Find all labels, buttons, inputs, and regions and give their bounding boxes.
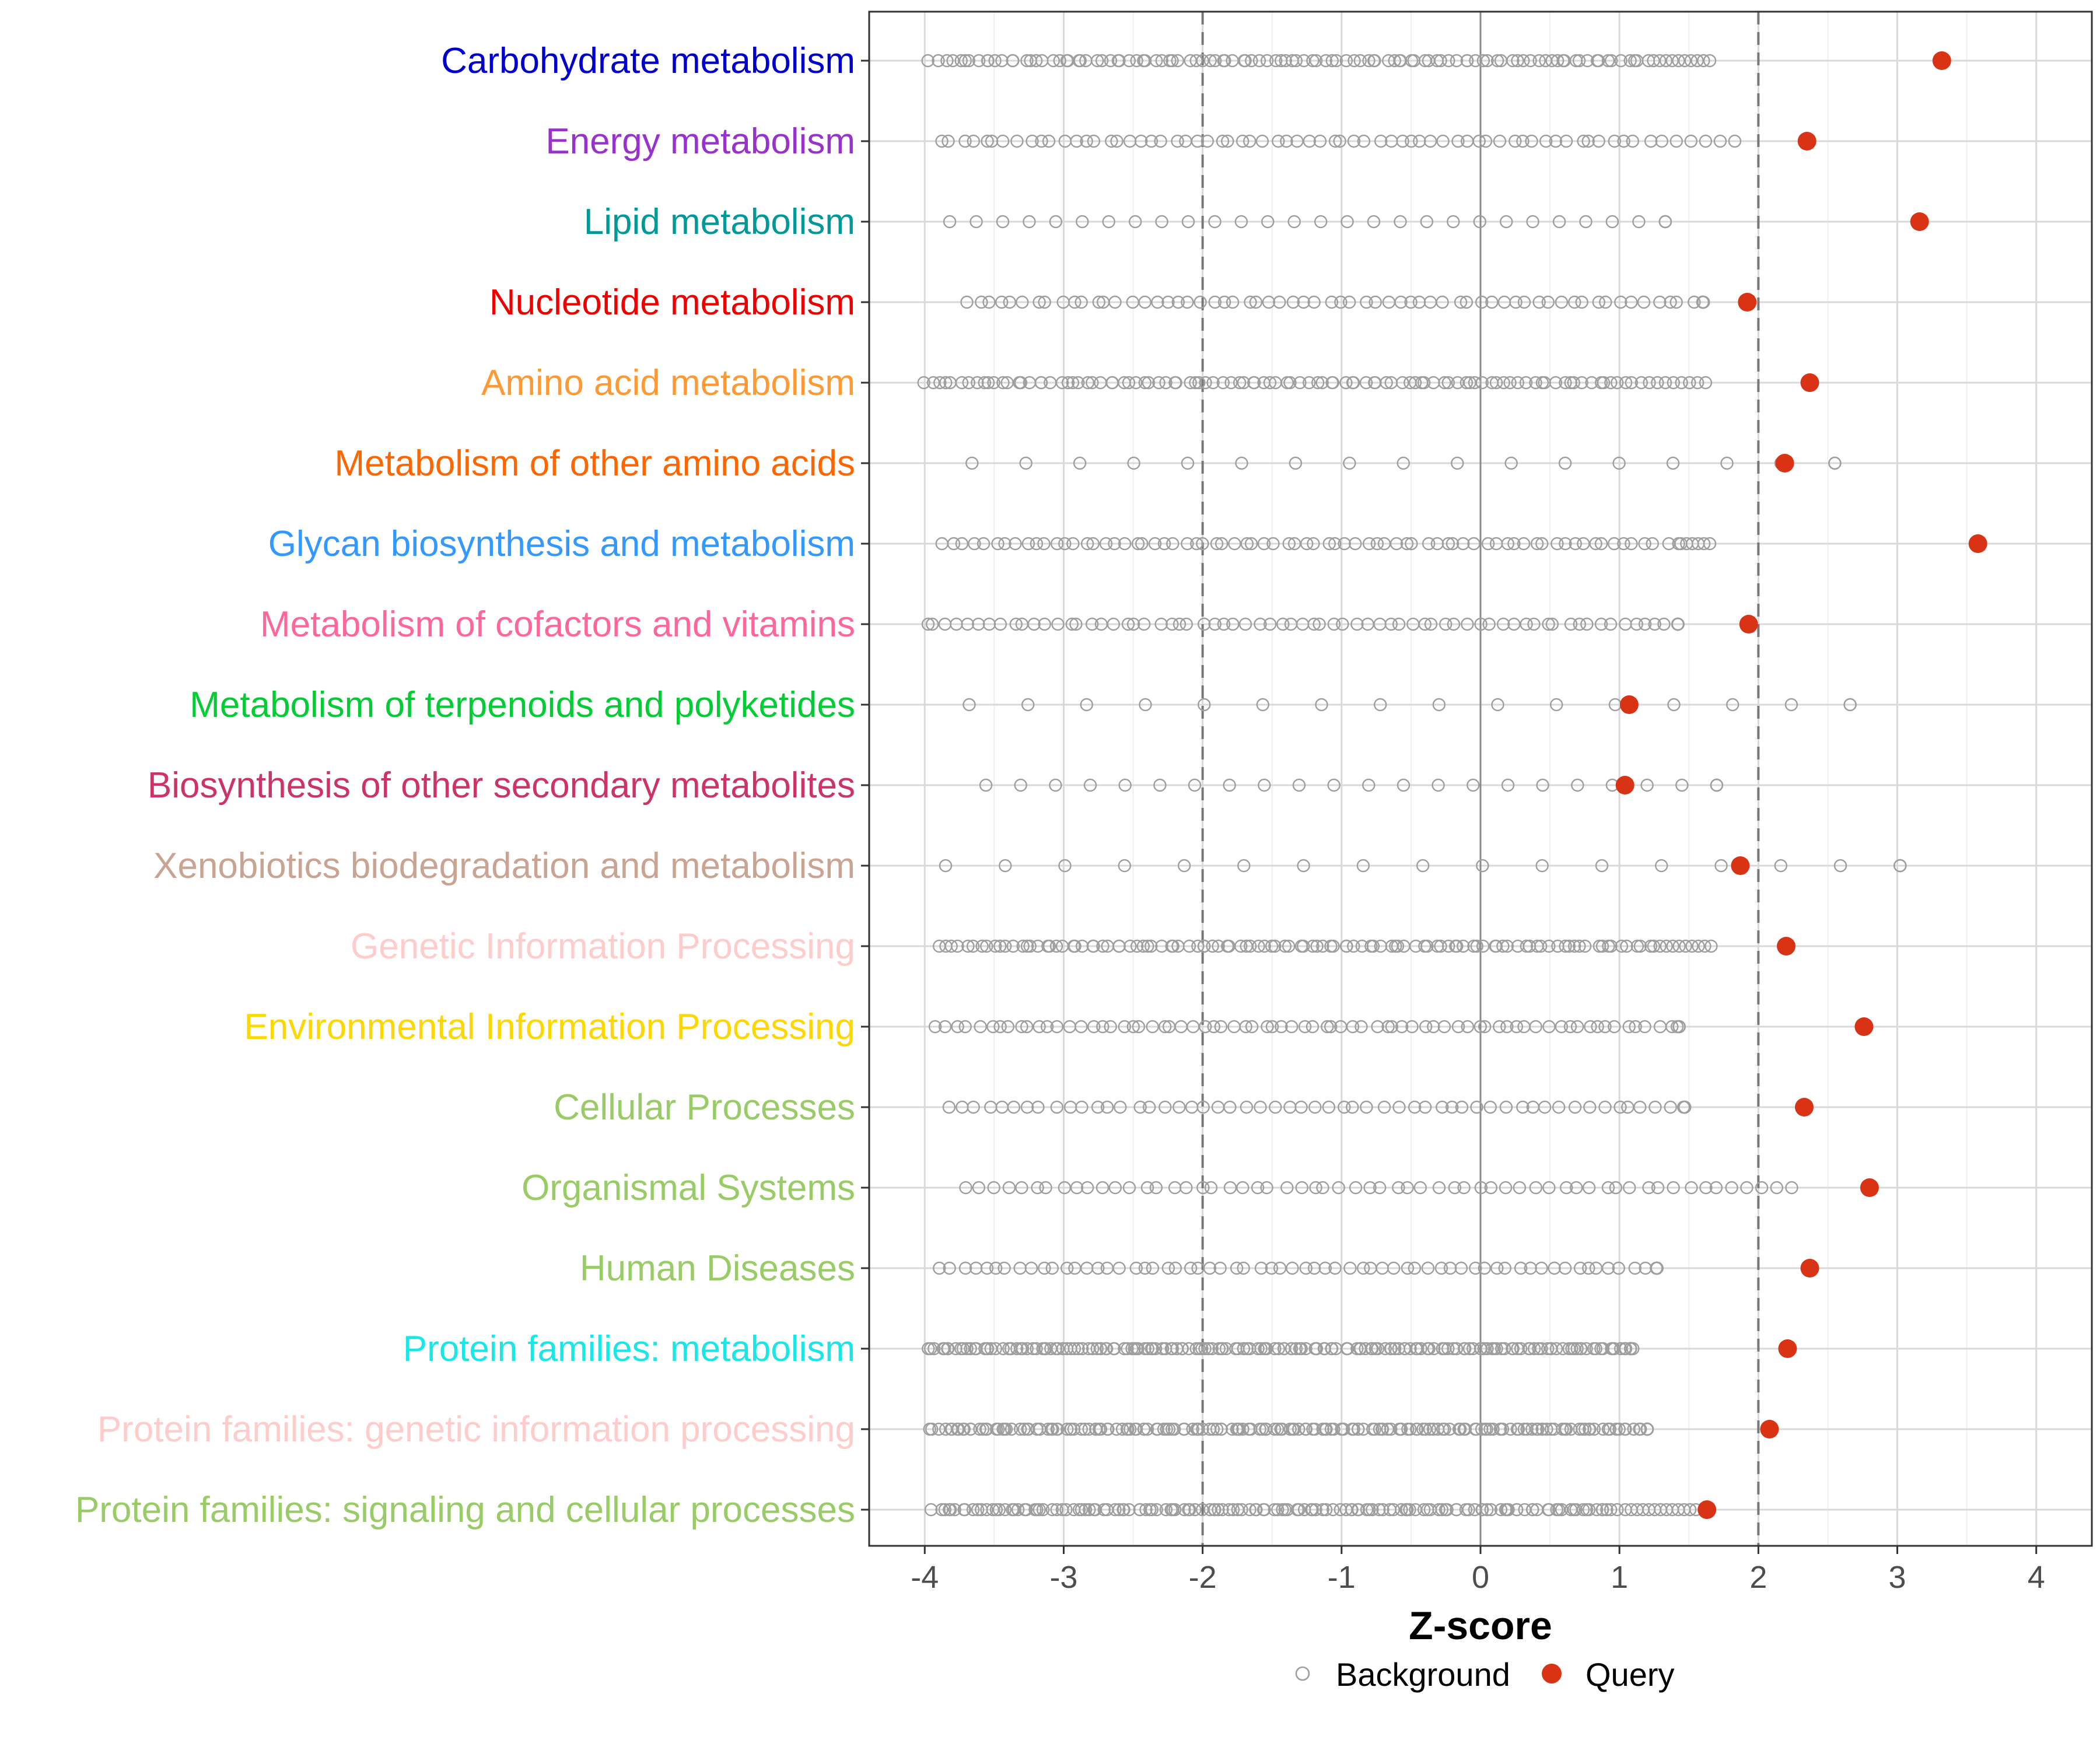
- x-tick-label: -3: [1049, 1560, 1077, 1595]
- query-point: [1776, 454, 1794, 473]
- query-point: [1969, 534, 1987, 553]
- x-axis-title: Z-score: [1409, 1604, 1552, 1648]
- x-tick-label: 2: [1749, 1560, 1767, 1595]
- z-score-dot-plot: Carbohydrate metabolism Energy metabolism…: [0, 0, 2100, 1750]
- query-point: [1795, 1098, 1814, 1116]
- category-label: Organismal Systems: [522, 1168, 855, 1208]
- query-point: [1854, 1017, 1873, 1036]
- query-point: [1760, 1420, 1779, 1438]
- category-labels: Carbohydrate metabolism Energy metabolism…: [75, 41, 869, 1530]
- category-label: Glycan biosynthesis and metabolism: [268, 524, 855, 564]
- x-tick-label: -1: [1328, 1560, 1356, 1595]
- x-tick-label: 0: [1472, 1560, 1489, 1595]
- query-point: [1801, 1259, 1819, 1278]
- query-point: [1740, 615, 1758, 634]
- query-point: [1801, 373, 1819, 392]
- category-label: Metabolism of cofactors and vitamins: [260, 604, 855, 645]
- category-label: Xenobiotics biodegradation and metabolis…: [153, 846, 855, 886]
- category-label: Biosynthesis of other secondary metaboli…: [148, 765, 855, 806]
- query-point: [1731, 856, 1749, 875]
- legend: Background Query: [1296, 1656, 1675, 1693]
- category-label: Metabolism of terpenoids and polyketides: [190, 685, 855, 725]
- query-point: [1777, 937, 1796, 956]
- category-label: Metabolism of other amino acids: [334, 443, 855, 484]
- x-tick-label: -4: [911, 1560, 939, 1595]
- category-label: Human Diseases: [580, 1248, 855, 1289]
- category-label: Protein families: metabolism: [403, 1329, 855, 1369]
- category-label: Environmental Information Processing: [244, 1007, 855, 1047]
- query-point: [1933, 51, 1951, 70]
- category-label: Cellular Processes: [554, 1087, 855, 1128]
- query-point: [1860, 1178, 1879, 1197]
- category-label: Lipid metabolism: [584, 202, 855, 242]
- query-point: [1698, 1500, 1716, 1519]
- x-tick-label: 3: [1889, 1560, 1906, 1595]
- query-point: [1910, 212, 1929, 231]
- category-label: Genetic Information Processing: [351, 926, 855, 967]
- legend-background-label: Background: [1336, 1656, 1510, 1693]
- x-axis: -4 -3 -2 -1 0 1 2 3 4: [911, 1546, 2045, 1595]
- x-tick-label: -2: [1189, 1560, 1217, 1595]
- query-point: [1738, 293, 1756, 312]
- query-point: [1798, 132, 1817, 150]
- category-label: Energy metabolism: [545, 121, 855, 162]
- query-point: [1620, 695, 1639, 714]
- plot-panel: [869, 12, 2092, 1546]
- query-point: [1616, 776, 1634, 794]
- category-label: Protein families: genetic information pr…: [97, 1409, 855, 1450]
- legend-query-label: Query: [1586, 1656, 1675, 1693]
- category-label: Nucleotide metabolism: [489, 282, 855, 323]
- legend-background-marker: [1296, 1667, 1309, 1680]
- x-tick-label: 4: [2028, 1560, 2045, 1595]
- category-label: Carbohydrate metabolism: [441, 41, 855, 81]
- query-point: [1778, 1339, 1797, 1358]
- category-label: Protein families: signaling and cellular…: [75, 1490, 855, 1530]
- x-tick-label: 1: [1611, 1560, 1628, 1595]
- legend-query-marker: [1542, 1664, 1562, 1684]
- category-label: Amino acid metabolism: [481, 363, 855, 403]
